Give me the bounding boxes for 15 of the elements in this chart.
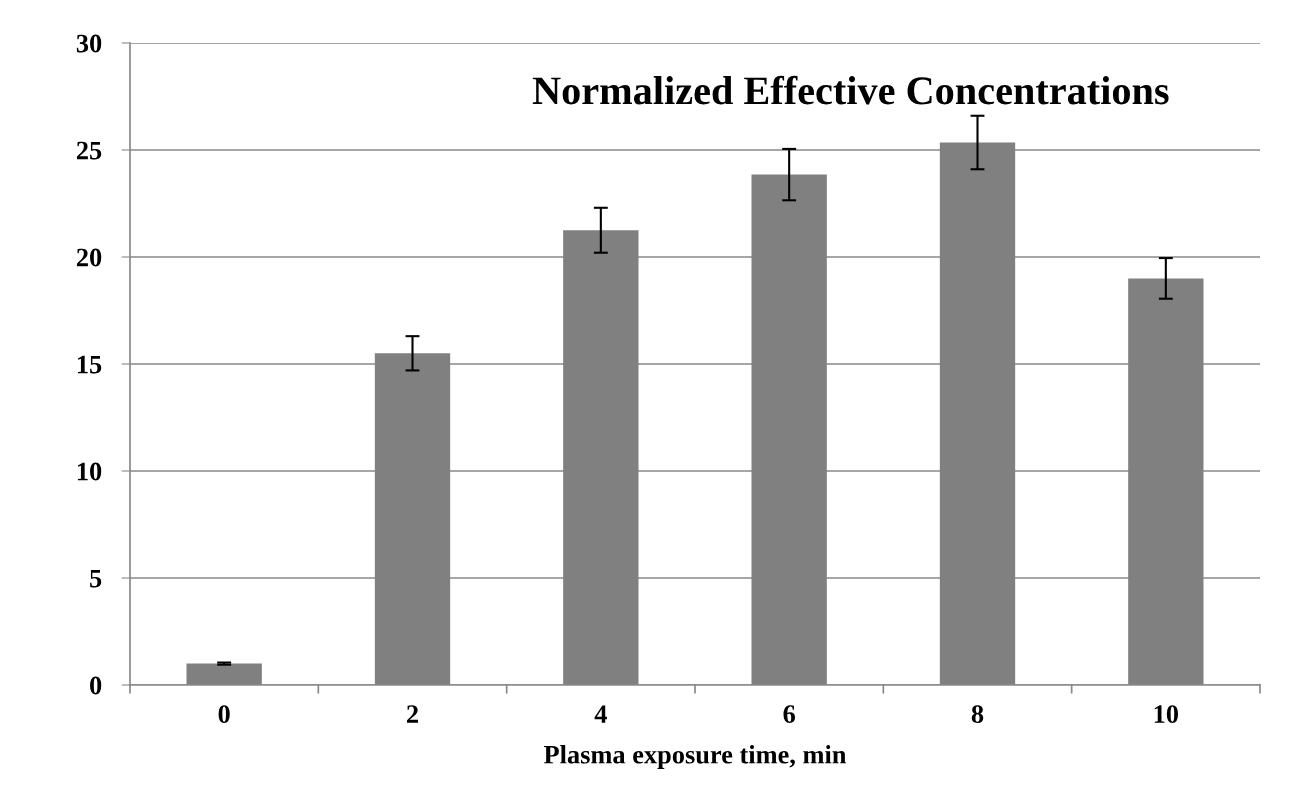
text: Normalized Effective Concentrations xyxy=(532,75,1169,105)
x-tick-label: 4 xyxy=(594,705,607,723)
y-tick-label: 20 xyxy=(76,248,102,267)
y-tick-label: 15 xyxy=(77,355,102,374)
x-tick-label: 2 xyxy=(407,705,418,723)
y-tick-label: 0 xyxy=(90,676,102,695)
x-tick-label: 0 xyxy=(218,705,230,724)
x-tick-label: 8 xyxy=(971,705,984,724)
y-tick-label: 5 xyxy=(90,569,102,588)
y-tick-label: 25 xyxy=(76,141,102,160)
y-tick-label: 10 xyxy=(77,462,102,481)
x-tick-label: 10 xyxy=(1154,705,1179,724)
x-axis-title: Plasma exposure time, min xyxy=(543,745,847,769)
x-tick-label: 6 xyxy=(783,705,795,724)
y-tick-label: 30 xyxy=(76,34,102,53)
